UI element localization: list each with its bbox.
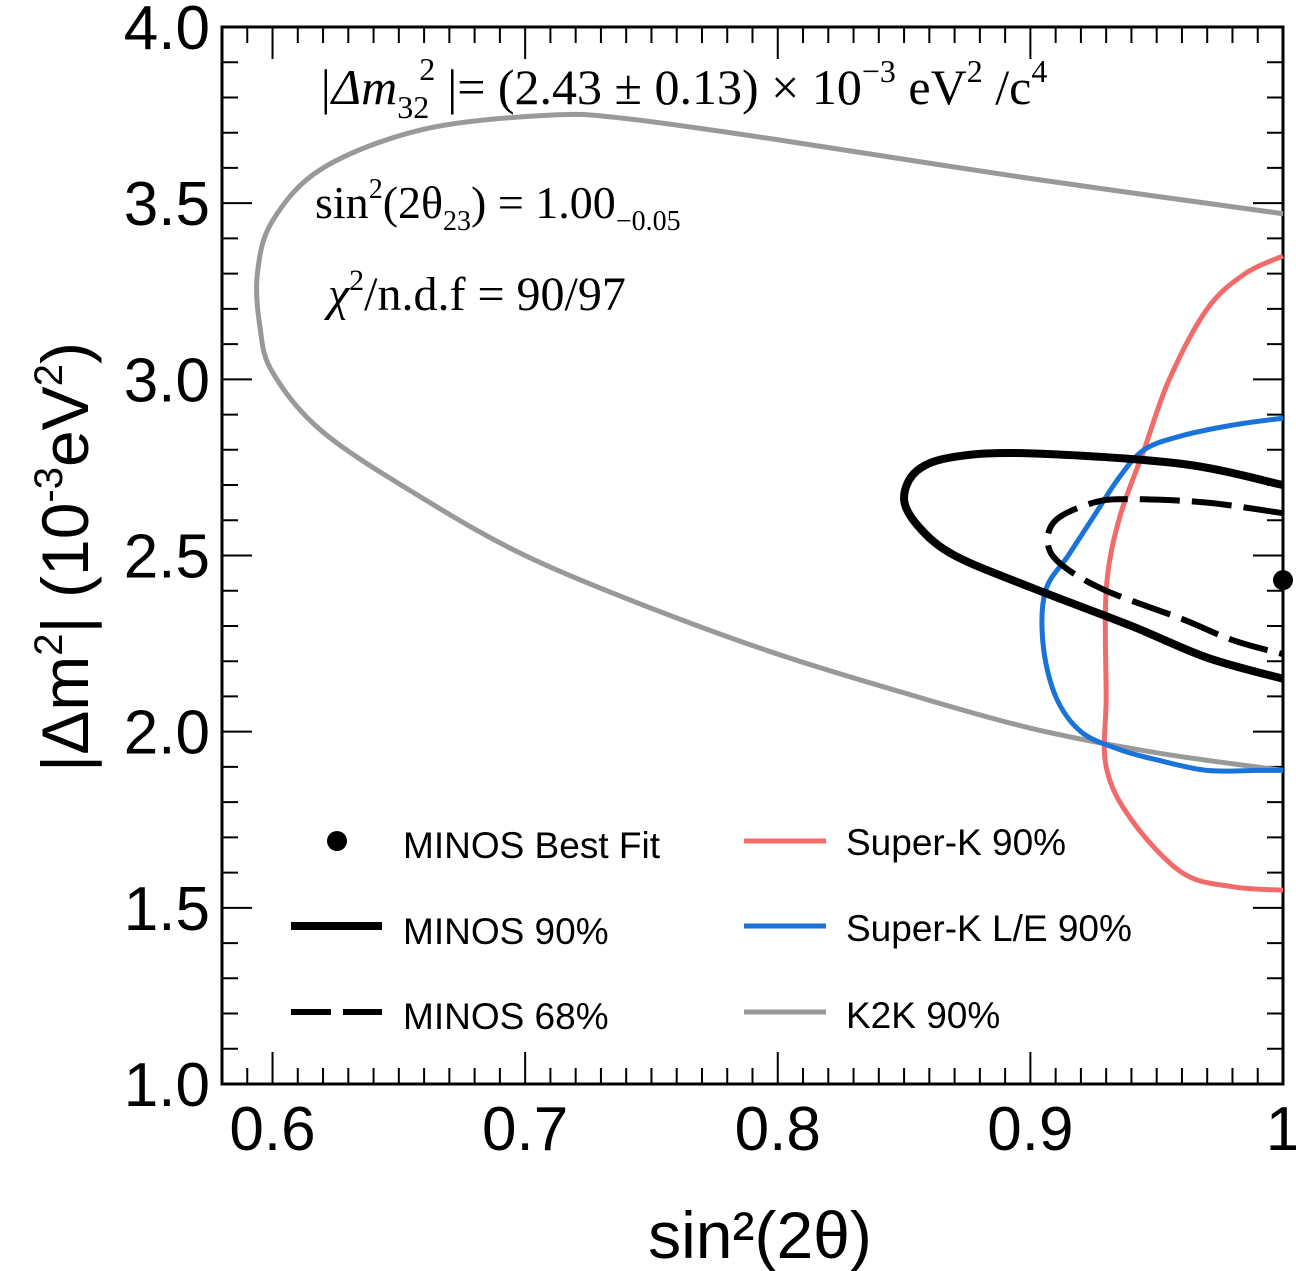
contour-super-k-90 bbox=[1101, 253, 1285, 893]
y-tick-label: 1.0 bbox=[124, 1051, 210, 1120]
y-tick-label: 3.5 bbox=[124, 170, 210, 239]
legend-item-minos-68: MINOS 68% bbox=[291, 996, 609, 1037]
contour-super-k-l-e-90 bbox=[1039, 415, 1284, 774]
legend-item-minos-best-fit: MINOS Best Fit bbox=[327, 825, 661, 866]
contour-curves bbox=[254, 111, 1293, 893]
y-tick-label: 2.5 bbox=[124, 523, 210, 592]
best-fit-point bbox=[1273, 570, 1293, 591]
legend-label: Super-K 90% bbox=[846, 822, 1066, 863]
tick-marks bbox=[221, 26, 1284, 1085]
contour-k2k-90 bbox=[254, 111, 1284, 773]
legend-label: Super-K L/E 90% bbox=[846, 908, 1132, 949]
axis-tick-labels: 0.6 0.7 0.8 0.9 1 1.0 1.5 2.0 2.5 3.0 3.5 4.0 bbox=[124, 0, 1296, 1164]
y-tick-label: 1.5 bbox=[124, 875, 210, 944]
legend-swatch-dot bbox=[327, 831, 347, 851]
legend-item-superk-90: Super-K 90% bbox=[744, 822, 1066, 863]
legend: MINOS Best Fit MINOS 90% MINOS 68% Super… bbox=[291, 822, 1132, 1037]
legend-label: MINOS Best Fit bbox=[403, 825, 661, 866]
contour-minos-90 bbox=[900, 448, 1285, 683]
x-tick-label: 0.7 bbox=[482, 1095, 568, 1164]
x-tick-label: 0.8 bbox=[735, 1095, 821, 1164]
fit-result-delta-m: |Δm322 |= (2.43 ± 0.13) × 10−3 eV2 /c4 bbox=[318, 51, 1047, 125]
fit-result-chi2: χ2/n.d.f = 90/97 bbox=[324, 264, 626, 321]
legend-label: MINOS 90% bbox=[403, 911, 609, 952]
y-axis-title: |Δm2| (10-3eV2) bbox=[27, 342, 102, 772]
x-tick-label: 1 bbox=[1266, 1095, 1296, 1164]
y-tick-label: 2.0 bbox=[124, 699, 210, 768]
x-tick-label: 0.6 bbox=[229, 1095, 315, 1164]
legend-label: K2K 90% bbox=[846, 995, 1000, 1036]
x-axis-title: sin²(2θ) bbox=[648, 1198, 872, 1271]
y-tick-label: 4.0 bbox=[124, 0, 210, 63]
x-tick-label: 0.9 bbox=[987, 1095, 1073, 1164]
legend-label: MINOS 68% bbox=[403, 996, 609, 1037]
fit-result-mixing: sin2(2θ23) = 1.00−0.05 bbox=[315, 174, 681, 237]
legend-item-superk-le-90: Super-K L/E 90% bbox=[744, 908, 1132, 949]
contour-minos-68 bbox=[1044, 496, 1284, 658]
legend-item-minos-90: MINOS 90% bbox=[291, 911, 609, 952]
axis-ticks bbox=[221, 26, 1284, 1085]
legend-item-k2k-90: K2K 90% bbox=[744, 995, 1000, 1036]
y-tick-label: 3.0 bbox=[124, 346, 210, 415]
